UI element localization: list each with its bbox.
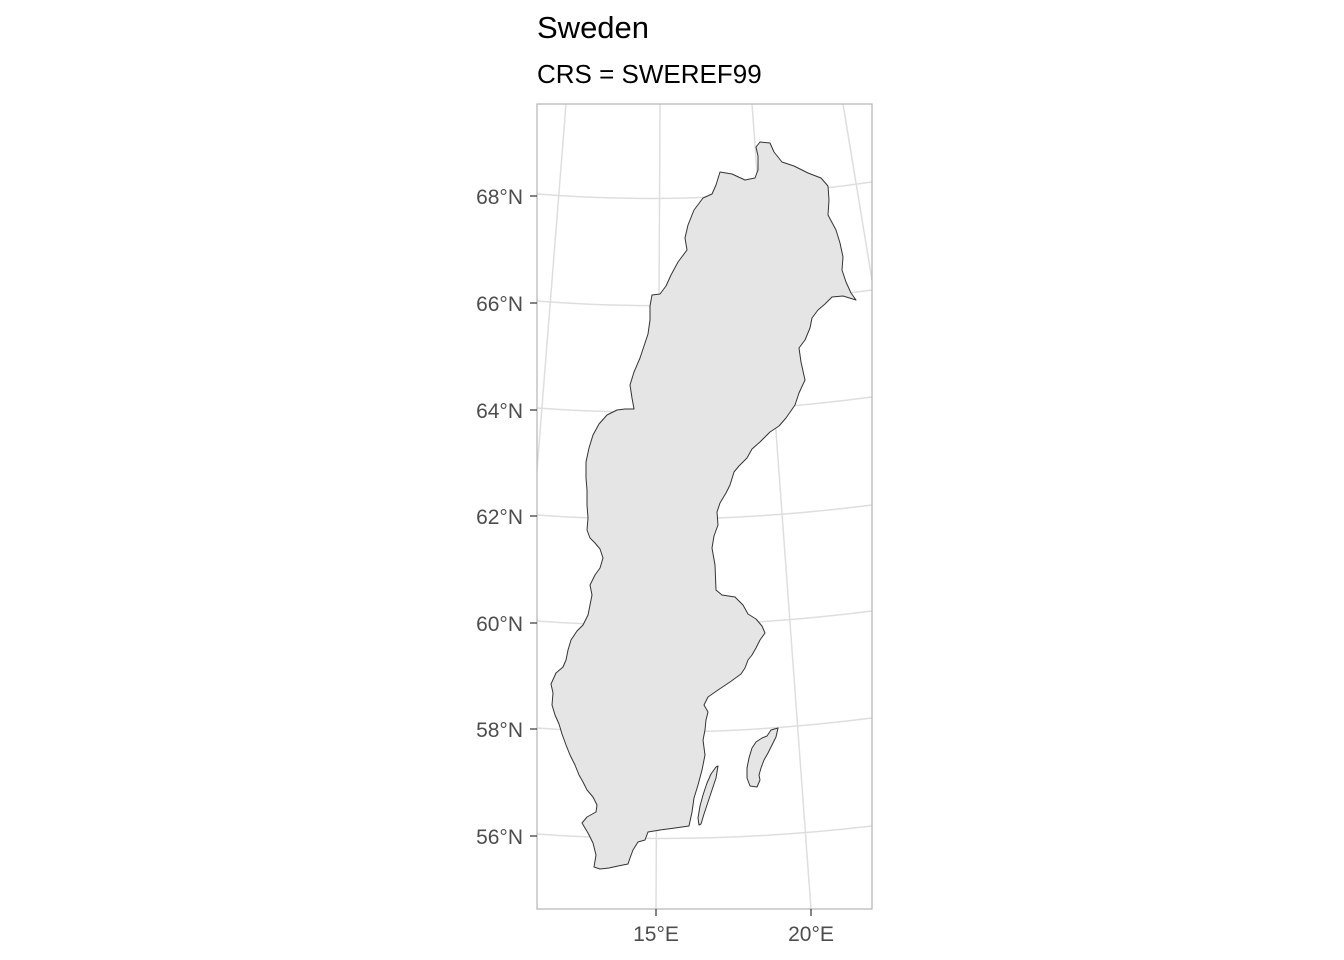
map-title: Sweden — [537, 10, 650, 45]
y-tick-label: 56°N — [476, 826, 523, 849]
gotland — [746, 727, 779, 788]
land — [550, 141, 857, 870]
sweden-mainland — [550, 141, 857, 870]
y-tick-label: 64°N — [476, 400, 523, 423]
y-tick-label: 62°N — [476, 506, 523, 529]
graticule-lat-56 — [537, 825, 872, 840]
x-axis-ticks — [655, 909, 812, 916]
oland — [697, 765, 719, 826]
y-axis-labels: 68°N 66°N 64°N 62°N 60°N 58°N 56°N — [476, 186, 523, 849]
x-tick-label: 20°E — [788, 923, 834, 946]
graticule-lon-23 — [842, 104, 872, 281]
panel-border — [536, 103, 873, 910]
graticule-lon-12 — [537, 104, 567, 471]
map-subtitle: CRS = SWEREF99 — [537, 59, 762, 89]
y-axis-ticks — [530, 195, 537, 837]
x-axis-labels: 15°E 20°E — [633, 923, 834, 946]
y-tick-label: 60°N — [476, 613, 523, 636]
y-tick-label: 58°N — [476, 719, 523, 742]
y-tick-label: 66°N — [476, 293, 523, 316]
y-tick-label: 68°N — [476, 186, 523, 209]
x-tick-label: 15°E — [633, 923, 679, 946]
